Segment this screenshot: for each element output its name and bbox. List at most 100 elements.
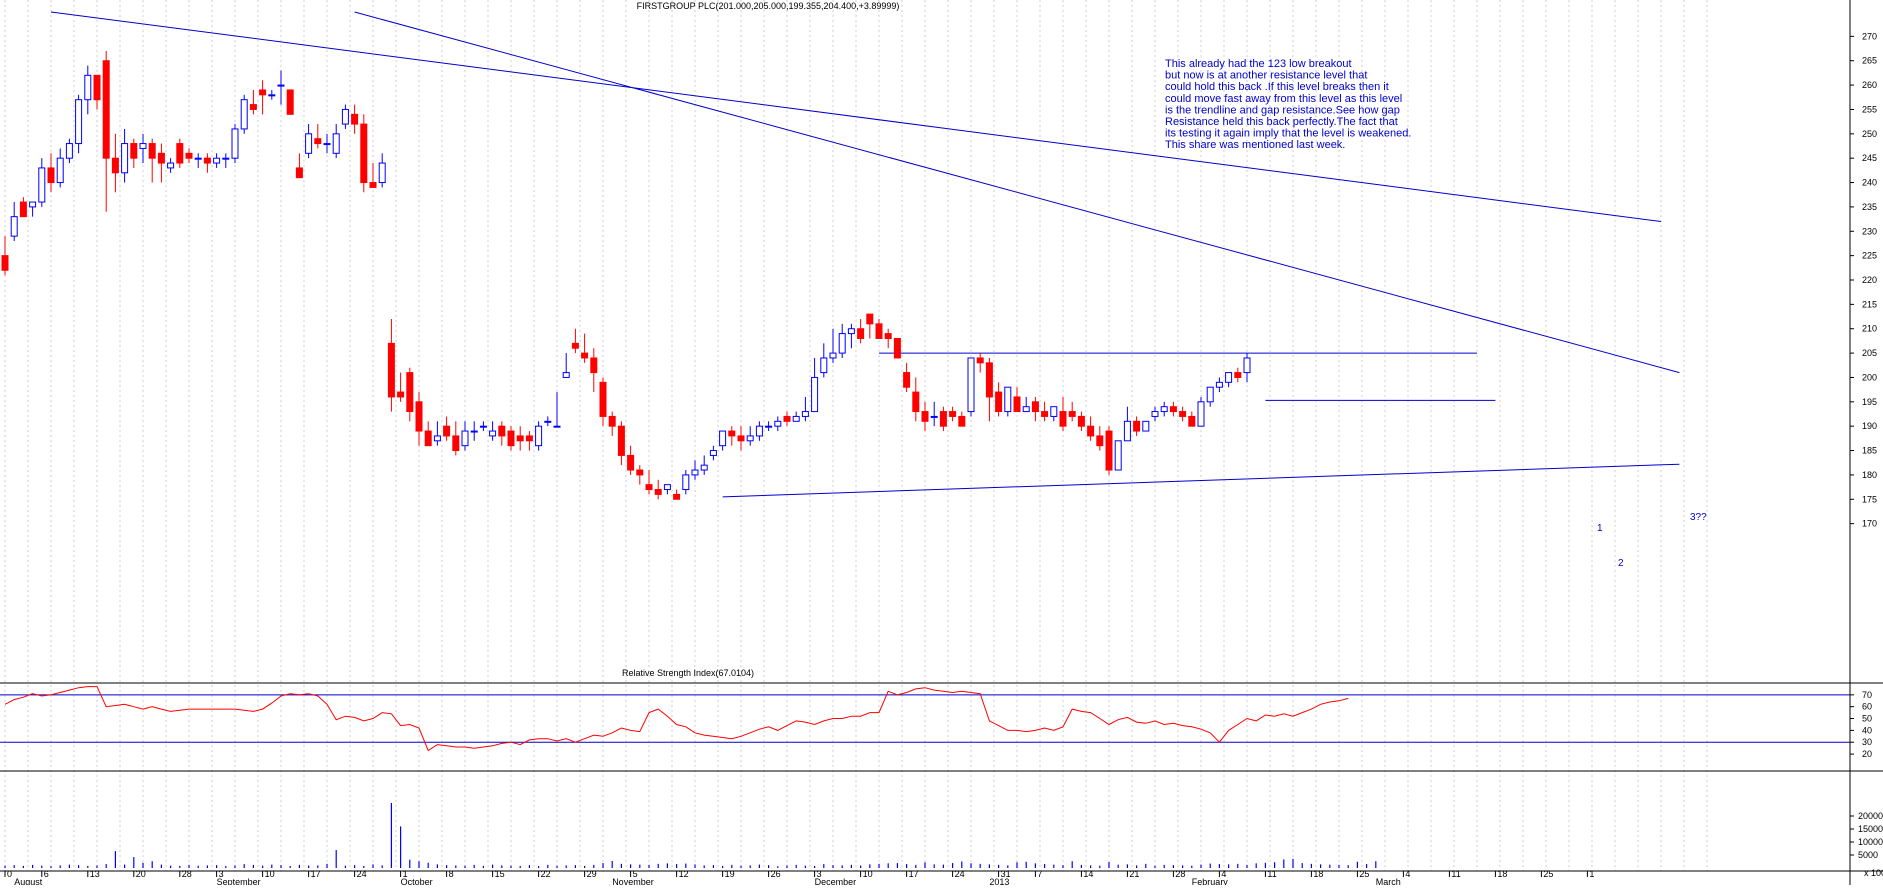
analysis-note-line: is the trendline and gap resistance.See …	[1165, 104, 1400, 116]
candle-body	[617, 425, 625, 456]
pattern-label-1: 1	[1597, 523, 1603, 534]
candle-body	[259, 89, 267, 96]
date-tick-label: 14	[1083, 869, 1093, 879]
analysis-note-line: This already had the 123 low breakout	[1165, 58, 1352, 70]
date-tick-label: 29	[587, 869, 597, 879]
candle-body	[1077, 415, 1085, 427]
date-tick-label: 25	[1359, 869, 1369, 879]
candle-body	[746, 435, 754, 442]
price-tick-label: 270	[1862, 31, 1877, 41]
date-tick-label: 11	[1451, 869, 1460, 879]
candle-body	[1206, 386, 1214, 403]
candle-body	[424, 430, 432, 447]
date-tick-label: 24	[955, 869, 965, 879]
candle-body	[222, 157, 230, 160]
candles-layer	[1, 50, 1251, 500]
month-label: 2013	[989, 877, 1009, 885]
price-tick-label: 245	[1862, 153, 1877, 163]
candle-body	[461, 430, 469, 447]
date-tick-label: 3	[219, 869, 224, 879]
candle-body	[378, 162, 386, 184]
analysis-note-line: but now is at another resistance level t…	[1165, 70, 1367, 82]
candle-body	[958, 415, 966, 427]
candle-body	[176, 143, 184, 164]
rsi-tick-label: 60	[1862, 702, 1872, 712]
date-tick-label: 1	[403, 869, 408, 879]
rsi-line	[4, 686, 1349, 752]
candle-body	[387, 342, 395, 398]
candle-body	[1096, 435, 1104, 447]
date-tick-label: 17	[311, 869, 321, 879]
date-tick-label: 17	[909, 869, 919, 879]
candle-body	[139, 143, 147, 149]
candle-body	[1105, 430, 1113, 471]
candle-body	[249, 104, 257, 110]
volume-layer	[4, 803, 1377, 868]
date-tick-label: 10	[265, 869, 275, 879]
candle-body	[1215, 381, 1223, 388]
candle-body	[553, 425, 561, 428]
rsi-layer	[0, 686, 1850, 752]
candle-body	[1031, 401, 1039, 413]
candle-body	[75, 99, 83, 145]
candle-body	[185, 152, 193, 159]
candle-body	[939, 411, 947, 427]
date-tick-label: 18	[1313, 869, 1323, 879]
candle-body	[1059, 411, 1067, 427]
price-tick-label: 195	[1862, 397, 1877, 407]
price-tick-label: 215	[1862, 299, 1877, 309]
candle-body	[305, 133, 313, 154]
candle-body	[838, 333, 846, 354]
candle-body	[663, 484, 671, 491]
candle-body	[369, 182, 377, 188]
candle-body	[976, 357, 984, 364]
candle-body	[406, 372, 414, 413]
rsi-chart-title: Relative Strength Index(67.0104)	[622, 668, 754, 678]
candle-body	[1087, 425, 1095, 437]
candle-body	[562, 372, 570, 378]
candle-body	[351, 113, 359, 125]
candle-body	[1188, 415, 1196, 427]
candle-body	[765, 425, 773, 428]
candle-body	[93, 74, 101, 101]
date-tick-label: 21	[1129, 869, 1139, 879]
volume-tick-label: 5000	[1858, 850, 1878, 860]
candle-body	[47, 167, 55, 184]
candle-body	[498, 425, 506, 437]
date-tick-label: 10	[863, 869, 873, 879]
month-label: February	[1192, 877, 1229, 885]
candle-body	[443, 425, 451, 437]
candle-body	[167, 162, 175, 169]
candle-body	[38, 167, 46, 203]
date-tick-label: 6	[44, 869, 49, 879]
candle-body	[535, 425, 543, 447]
date-tick-label: 24	[357, 869, 367, 879]
candle-body	[921, 411, 929, 422]
candle-body	[65, 143, 73, 159]
candle-body	[1114, 440, 1122, 471]
candle-body	[415, 401, 423, 432]
candle-body	[157, 152, 165, 164]
candle-body	[608, 415, 616, 427]
date-tick-label: 19	[725, 869, 735, 879]
date-tick-label: 13	[90, 869, 100, 879]
candle-body	[893, 337, 901, 359]
candle-body	[1234, 372, 1242, 378]
candle-body	[268, 94, 276, 97]
candle-body	[1197, 401, 1205, 427]
analysis-note: This already had the 123 low breakoutbut…	[1165, 58, 1411, 151]
date-tick-label: 8	[449, 869, 454, 879]
candle-body	[194, 157, 202, 160]
trendline	[50, 11, 1662, 223]
candle-body	[84, 74, 92, 101]
candle-body	[516, 435, 524, 442]
date-tick-label: 18	[1497, 869, 1507, 879]
candle-body	[314, 138, 322, 145]
trendline	[722, 463, 1680, 498]
date-tick-label: 3	[817, 869, 822, 879]
date-tick-label: 0	[7, 869, 12, 879]
price-tick-label: 185	[1862, 446, 1877, 456]
date-tick-label: 11	[1267, 869, 1276, 879]
candle-body	[995, 391, 1003, 413]
volume-unit-label: x 1000	[1864, 868, 1883, 878]
